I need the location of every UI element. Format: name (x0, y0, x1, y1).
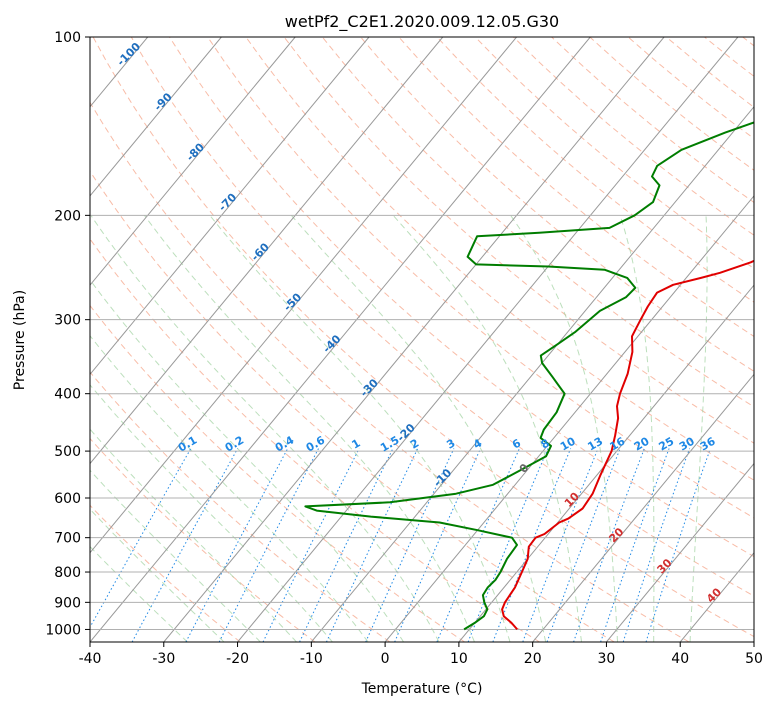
y-tick-label: 600 (54, 491, 81, 507)
y-axis-label: Pressure (hPa) (12, 290, 28, 390)
x-tick-label: 50 (745, 651, 763, 667)
x-tick-label: -40 (79, 651, 102, 667)
x-tick-label: 0 (381, 651, 390, 667)
x-axis-label: Temperature (°C) (361, 681, 483, 697)
x-tick-label: 20 (524, 651, 542, 667)
x-tick-label: -10 (300, 651, 323, 667)
y-tick-label: 1000 (45, 622, 81, 638)
y-tick-label: 400 (54, 387, 81, 403)
chart-title: wetPf2_C2E1.2020.009.12.05.G30 (285, 12, 559, 32)
x-tick-label: -20 (226, 651, 249, 667)
x-tick-label: 40 (671, 651, 689, 667)
y-tick-label: 300 (54, 313, 81, 329)
y-tick-label: 700 (54, 531, 81, 547)
x-tick-label: -30 (152, 651, 175, 667)
y-tick-label: 900 (54, 595, 81, 611)
x-tick-label: 10 (450, 651, 468, 667)
y-tick-label: 800 (54, 565, 81, 581)
x-tick-label: 30 (597, 651, 615, 667)
y-tick-label: 500 (54, 444, 81, 460)
y-tick-label: 100 (54, 30, 81, 46)
y-tick-label: 200 (54, 208, 81, 224)
